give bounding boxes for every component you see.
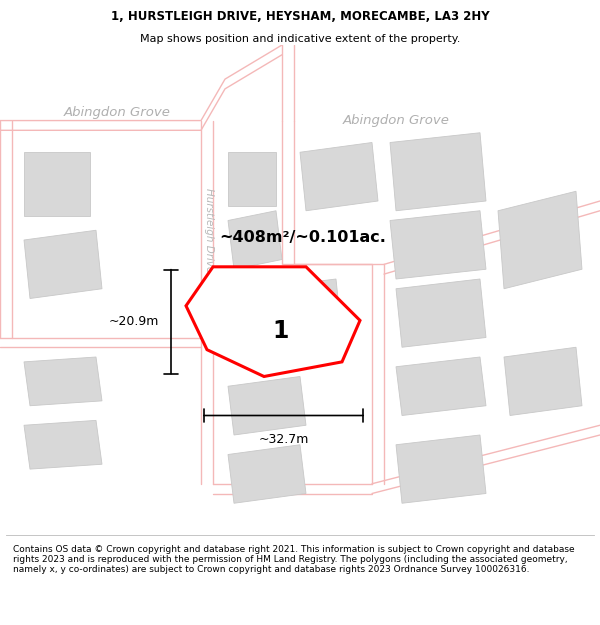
Polygon shape	[396, 357, 486, 416]
Polygon shape	[24, 152, 90, 216]
Polygon shape	[228, 152, 276, 206]
Polygon shape	[396, 279, 486, 348]
Text: Map shows position and indicative extent of the property.: Map shows position and indicative extent…	[140, 34, 460, 44]
Text: ~20.9m: ~20.9m	[109, 315, 159, 328]
Polygon shape	[228, 211, 282, 269]
Text: ~408m²/~0.101ac.: ~408m²/~0.101ac.	[219, 230, 386, 245]
Polygon shape	[258, 279, 342, 348]
Polygon shape	[504, 348, 582, 416]
Polygon shape	[24, 421, 102, 469]
Text: 1, HURSTLEIGH DRIVE, HEYSHAM, MORECAMBE, LA3 2HY: 1, HURSTLEIGH DRIVE, HEYSHAM, MORECAMBE,…	[110, 10, 490, 23]
Polygon shape	[498, 191, 582, 289]
Polygon shape	[300, 142, 378, 211]
Text: Abingdon Grove: Abingdon Grove	[64, 106, 170, 119]
Text: Hurstleigh Drive: Hurstleigh Drive	[204, 188, 214, 272]
Text: Abingdon Grove: Abingdon Grove	[343, 114, 449, 127]
Polygon shape	[24, 230, 102, 299]
Text: ~32.7m: ~32.7m	[259, 432, 308, 446]
Polygon shape	[228, 445, 306, 503]
Text: Contains OS data © Crown copyright and database right 2021. This information is : Contains OS data © Crown copyright and d…	[13, 544, 575, 574]
Polygon shape	[390, 211, 486, 279]
Polygon shape	[228, 376, 306, 435]
Polygon shape	[24, 357, 102, 406]
Polygon shape	[396, 435, 486, 503]
Polygon shape	[186, 267, 360, 376]
Text: 1: 1	[272, 319, 289, 343]
Polygon shape	[390, 132, 486, 211]
